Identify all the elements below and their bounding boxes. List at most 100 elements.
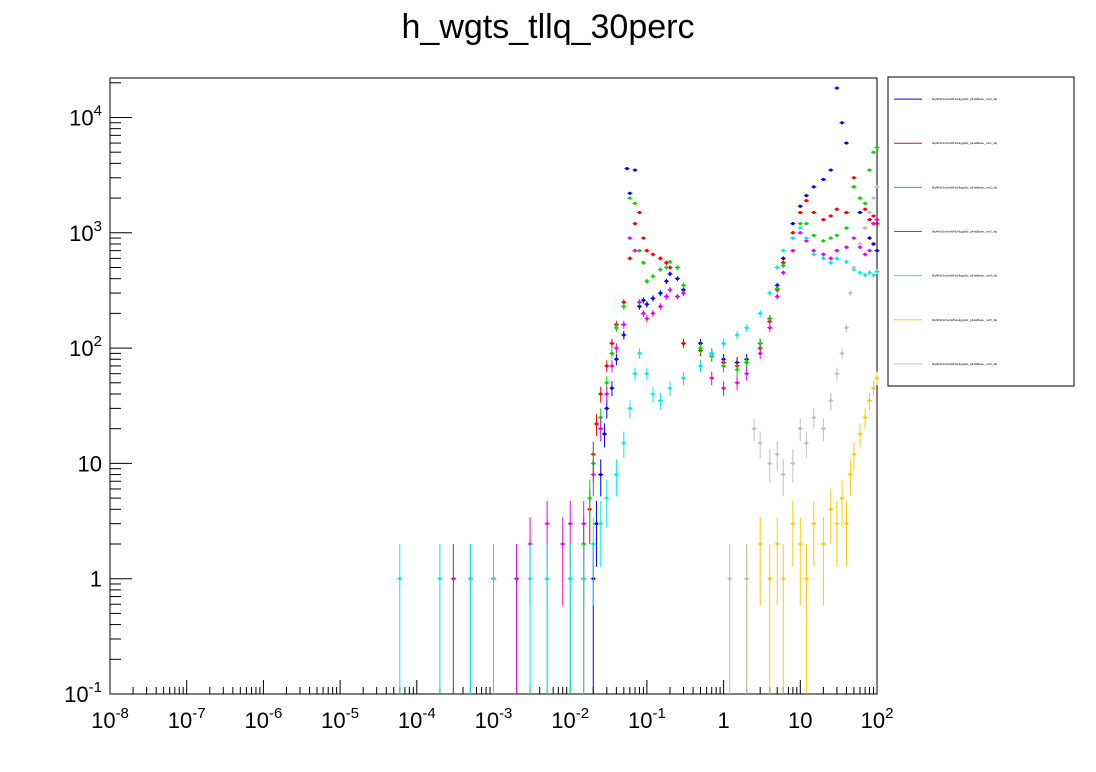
data-point <box>875 145 879 150</box>
data-point <box>628 196 632 200</box>
data-point <box>628 406 632 410</box>
data-point <box>528 577 532 581</box>
data-point <box>875 222 879 226</box>
data-point <box>871 386 876 390</box>
data-point <box>840 351 844 355</box>
data-point <box>645 372 649 376</box>
data-point <box>858 271 862 275</box>
data-point <box>633 222 637 226</box>
data-point <box>641 236 645 240</box>
data-point <box>775 283 779 287</box>
data-point <box>610 341 614 345</box>
data-point <box>745 372 749 376</box>
data-point <box>599 427 603 431</box>
data-point <box>768 326 772 330</box>
data-point <box>844 522 849 526</box>
data-point <box>658 304 663 308</box>
data-point <box>752 427 756 431</box>
data-point <box>605 496 609 500</box>
data-point <box>804 577 808 581</box>
series-tllq_run4 <box>397 226 880 694</box>
data-point <box>812 252 816 256</box>
data-point <box>545 577 549 581</box>
data-point <box>628 256 632 260</box>
data-point <box>614 326 618 330</box>
data-point <box>844 210 849 215</box>
data-point <box>664 279 669 283</box>
data-point <box>863 226 867 230</box>
data-point <box>835 249 839 253</box>
data-point <box>821 427 825 431</box>
data-point <box>651 252 655 256</box>
data-point <box>844 245 849 249</box>
y-axis: 10-1 1 10 102 103 104 <box>64 82 132 707</box>
data-point <box>804 441 808 445</box>
data-point <box>588 496 592 500</box>
data-point <box>863 252 867 256</box>
data-point <box>599 472 603 477</box>
data-point <box>605 381 609 385</box>
data-point <box>768 461 772 465</box>
legend-label: tllq4fNoSchanWNoHiggs0p_ptHatBase_run6_t… <box>932 362 998 366</box>
data-point <box>545 522 549 526</box>
data-point <box>658 267 663 272</box>
data-point <box>863 415 867 420</box>
data-point <box>582 577 586 581</box>
chart-title: h_wgts_tllq_30perc <box>401 8 695 46</box>
y-tick-label: 10 <box>78 451 102 476</box>
data-point <box>798 226 802 230</box>
series-tllq_run0 <box>590 86 880 694</box>
data-point <box>852 265 856 270</box>
data-point <box>867 249 872 253</box>
data-point <box>852 185 856 189</box>
data-point <box>491 577 496 581</box>
legend-label: tllq4fNoSchanWNoHiggs0p_ptHatBase_run3_t… <box>932 230 998 234</box>
data-point <box>745 326 749 330</box>
data-point <box>844 141 849 145</box>
data-point <box>582 522 586 526</box>
x-tick-label: 10-1 <box>628 705 666 733</box>
x-tick-label: 10-7 <box>168 705 206 733</box>
data-point <box>821 252 825 256</box>
data-point <box>835 256 839 260</box>
data-point <box>812 522 816 526</box>
data-point <box>668 265 672 270</box>
x-tick-label: 10-4 <box>398 705 436 733</box>
legend-label: tllq4fNoSchanWNoHiggs0p_ptHatBase_run5_t… <box>932 318 998 322</box>
data-point <box>863 207 867 211</box>
data-point <box>871 222 876 226</box>
data-point <box>848 291 853 295</box>
legend-entry: tllq4fNoSchanWNoHiggs0p_ptHatBase_run6_t… <box>894 362 998 366</box>
data-point <box>867 236 872 240</box>
data-point <box>605 406 609 410</box>
data-point <box>645 249 649 253</box>
data-point <box>858 242 862 246</box>
data-point <box>768 291 772 295</box>
x-tick-label: 10-3 <box>475 705 513 733</box>
data-point <box>863 273 867 277</box>
legend-entry: tllq4fNoSchanWNoHiggs0p_ptHatBase_run0_t… <box>894 97 998 101</box>
series-tllq_run2 <box>450 145 880 694</box>
data-point <box>798 222 802 226</box>
x-tick-label: 102 <box>861 705 894 733</box>
legend-label: tllq4fNoSchanWNoHiggs0p_ptHatBase_run2_t… <box>932 185 998 189</box>
data-point <box>871 273 876 277</box>
data-point <box>637 249 642 253</box>
data-point <box>844 226 849 230</box>
legend-entry: tllq4fNoSchanWNoHiggs0p_ptHatBase_run5_t… <box>894 318 998 322</box>
data-point <box>835 233 839 237</box>
data-point <box>594 522 599 526</box>
data-point <box>681 288 686 292</box>
data-point <box>710 376 714 380</box>
data-point <box>681 376 686 380</box>
data-point <box>791 236 795 240</box>
data-point <box>681 291 686 295</box>
legend-label: tllq4fNoSchanWNoHiggs0p_ptHatBase_run0_t… <box>932 97 998 101</box>
data-point <box>821 218 825 222</box>
data-point <box>633 372 637 376</box>
data-point <box>668 288 672 292</box>
data-point <box>568 522 572 526</box>
data-point <box>798 542 802 546</box>
y-tick-label: 10-1 <box>64 679 102 707</box>
data-point <box>668 260 672 264</box>
